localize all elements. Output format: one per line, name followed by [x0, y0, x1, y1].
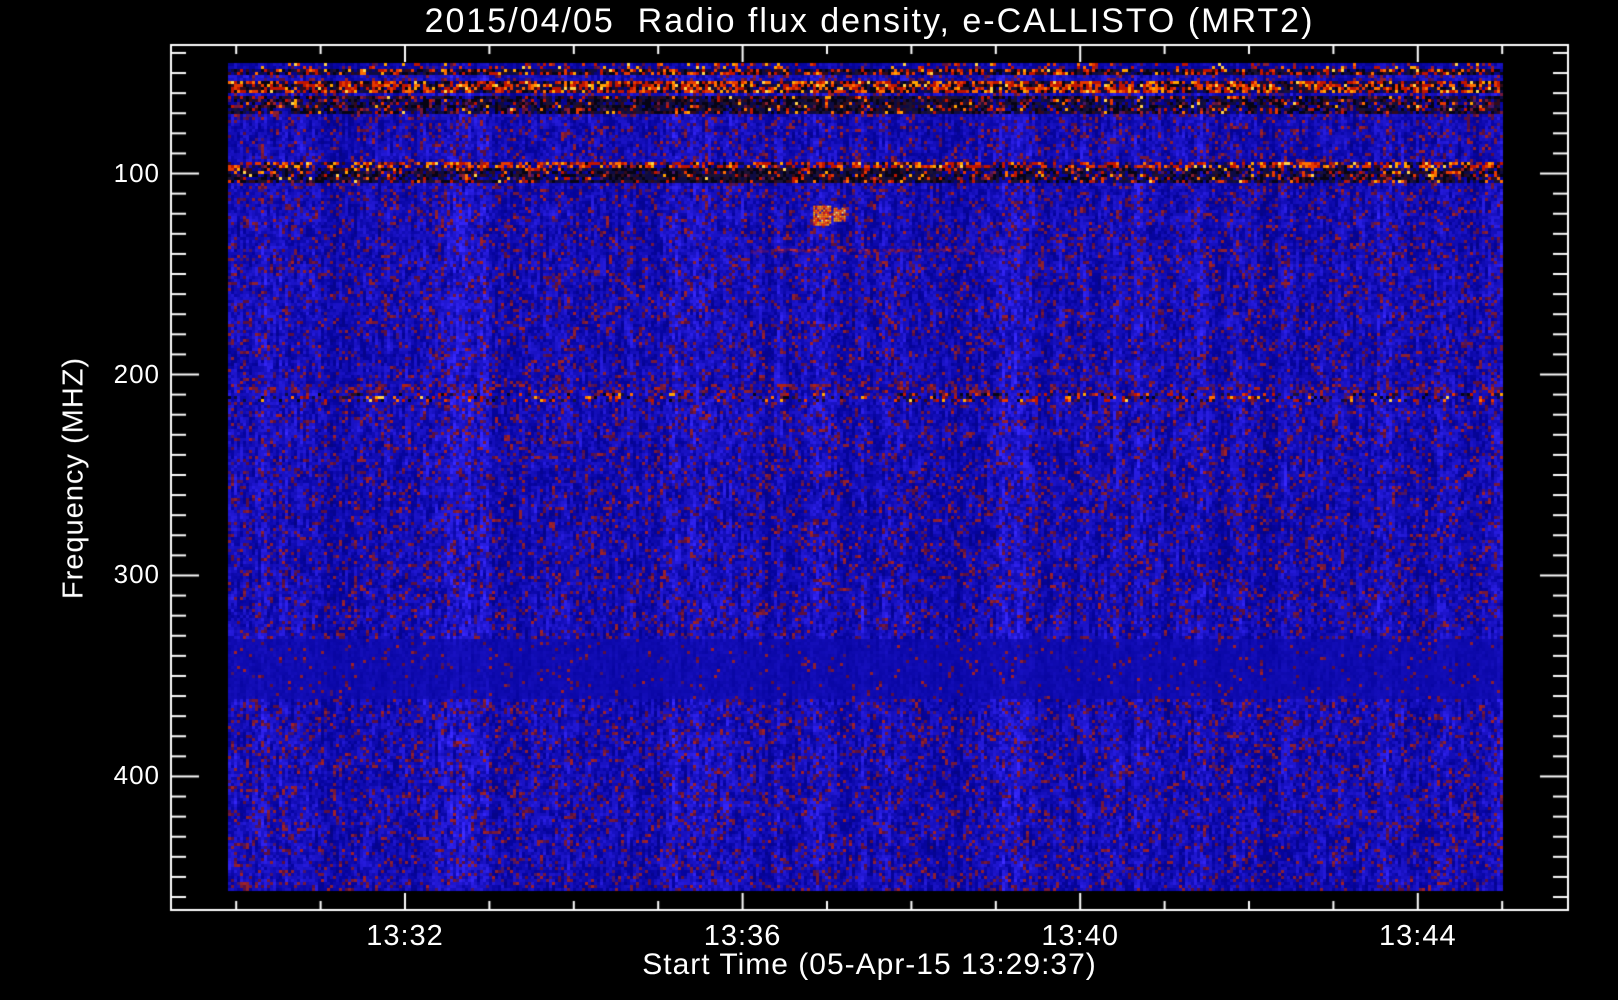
chart-title: 2015/04/05 Radio flux density, e-CALLIST… — [424, 2, 1315, 40]
x-tick-label: 13:40 — [1041, 920, 1119, 952]
x-tick-label: 13:44 — [1379, 920, 1457, 952]
x-axis-title: Start Time (05-Apr-15 13:29:37) — [642, 948, 1097, 981]
x-tick-label: 13:36 — [703, 920, 782, 952]
x-tick-label: 13:32 — [366, 920, 444, 952]
y-tick-label: 200 — [113, 358, 160, 389]
y-tick-label: 100 — [113, 157, 160, 188]
y-tick-label: 400 — [113, 760, 160, 791]
y-tick-label: 300 — [113, 559, 160, 590]
